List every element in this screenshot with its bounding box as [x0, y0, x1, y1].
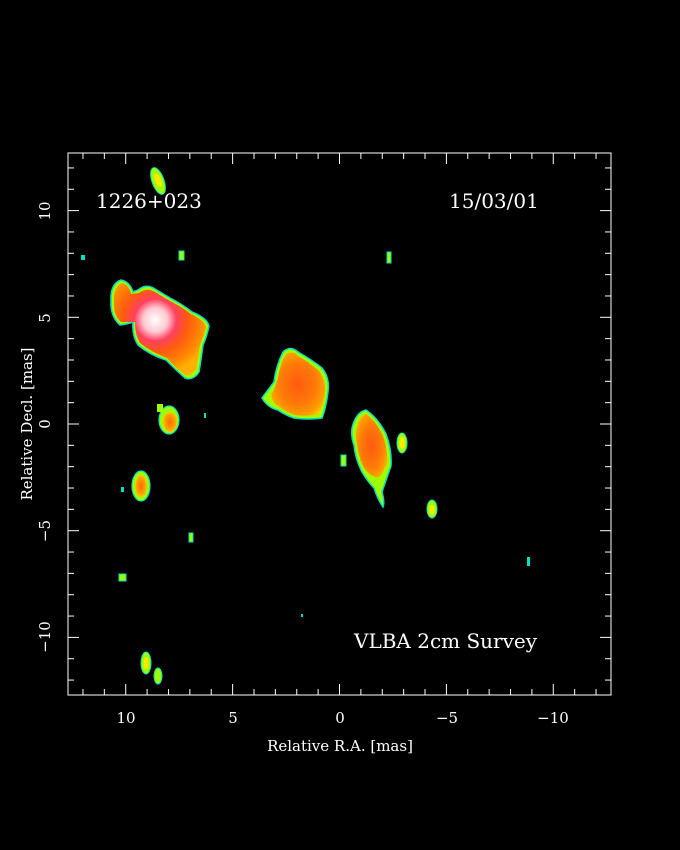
- observation-date: 15/03/01: [449, 189, 539, 213]
- jet-component-outer: [351, 409, 392, 509]
- y-tick-label: −10: [36, 621, 54, 653]
- x-tick-label: 0: [335, 709, 345, 727]
- emission-map: [81, 167, 530, 685]
- y-tick-label: 10: [36, 201, 54, 220]
- y-tick-label: −5: [36, 520, 54, 542]
- x-axis-label: Relative R.A. [mas]: [267, 737, 413, 755]
- knot-top: [150, 167, 166, 195]
- y-tick-labels: 10 5 0 −5 −10: [36, 201, 54, 652]
- core-component: [110, 279, 210, 380]
- x-tick-label: −10: [537, 709, 569, 727]
- plot-frame: [67, 152, 612, 696]
- noise-specks: [81, 250, 530, 617]
- survey-label: VLBA 2cm Survey: [353, 629, 538, 653]
- jet-component-mid: [261, 347, 330, 420]
- x-tick-label: 5: [228, 709, 238, 727]
- axis-ticks: [68, 153, 611, 695]
- source-name: 1226+023: [96, 189, 202, 213]
- knot-far-right: [426, 499, 438, 519]
- knot-a: [157, 404, 180, 435]
- knot-bottom: [140, 651, 163, 685]
- y-tick-label: 5: [36, 313, 54, 323]
- knot-right: [396, 432, 408, 454]
- y-tick-label: 0: [36, 419, 54, 429]
- y-axis-label: Relative Decl. [mas]: [18, 347, 36, 500]
- x-tick-label: 10: [116, 709, 135, 727]
- x-tick-label: −5: [436, 709, 458, 727]
- knot-b: [131, 470, 151, 502]
- x-tick-labels: 10 5 0 −5 −10: [116, 709, 568, 727]
